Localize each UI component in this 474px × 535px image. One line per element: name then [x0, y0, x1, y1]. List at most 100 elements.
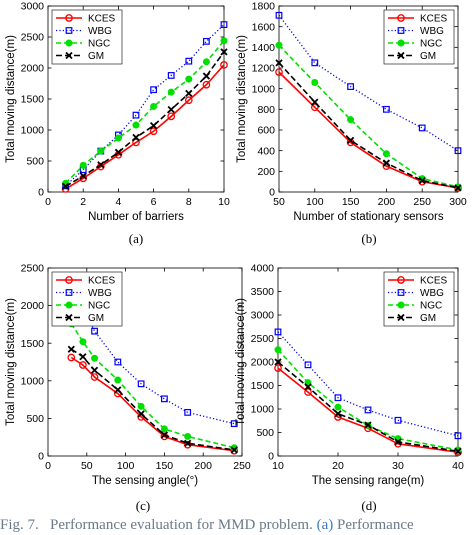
data-point	[137, 410, 145, 418]
x-axis-label: The sensing range(m)	[312, 475, 425, 487]
legend-label: GM	[88, 313, 104, 324]
data-point	[311, 78, 319, 86]
y-tick-label: 0	[38, 187, 44, 199]
data-point	[220, 37, 228, 45]
data-point	[90, 366, 99, 374]
y-tick-label: 200	[257, 166, 275, 178]
data-point	[334, 410, 342, 418]
data-point	[202, 58, 210, 66]
x-tick-label: 10	[272, 460, 284, 472]
legend-swatch-marker	[65, 39, 73, 47]
legend-label: WBG	[88, 288, 112, 299]
data-point	[275, 41, 283, 49]
y-tick-label: 2000	[21, 63, 45, 75]
legend-swatch-marker	[397, 301, 405, 309]
data-point	[274, 364, 282, 372]
y-tick-label: 1500	[21, 338, 45, 350]
legend-label: NGC	[420, 39, 442, 50]
legend-swatch-marker	[397, 39, 405, 47]
legend-label: WBG	[88, 26, 112, 37]
data-point	[334, 403, 342, 411]
legend-swatch-marker	[65, 276, 73, 284]
chart-panel-4: 10 20 30 40 0 500 1000 1500 2000 2500 3000 3500 4000…	[235, 263, 464, 513]
x-tick-label: 100	[306, 196, 324, 208]
data-point	[114, 134, 122, 142]
data-point	[114, 386, 122, 394]
x-tick-label: 30	[392, 460, 404, 472]
legend-label: KCES	[88, 14, 116, 25]
y-tick-label: 3500	[251, 286, 275, 298]
data-point	[167, 105, 175, 114]
data-point	[67, 353, 76, 362]
legend-label: NGC	[88, 301, 110, 312]
data-point	[184, 439, 192, 447]
data-point	[454, 446, 462, 454]
x-tick-label: 10	[218, 196, 230, 208]
data-point	[61, 182, 70, 191]
legend-swatch-marker	[65, 14, 73, 22]
data-point	[91, 327, 98, 335]
legend-swatch-marker	[65, 27, 73, 34]
y-tick-label: 2500	[21, 32, 45, 44]
data-point	[364, 406, 372, 414]
data-point	[79, 172, 87, 180]
x-tick-label: 150	[156, 460, 174, 472]
y-tick-label: 1000	[252, 83, 276, 95]
data-point	[160, 425, 168, 433]
series-wbg	[274, 328, 462, 440]
series-ngc	[275, 41, 462, 191]
data-point	[220, 48, 228, 56]
y-tick-label: 0	[268, 451, 274, 463]
legend-swatch-marker	[65, 289, 73, 296]
data-point	[220, 21, 228, 28]
x-tick-label: 150	[342, 196, 360, 208]
data-point	[137, 402, 145, 410]
y-tick-label: 2500	[251, 333, 275, 345]
data-point	[97, 161, 105, 169]
x-tick-label: 2	[80, 196, 86, 208]
data-point	[382, 159, 391, 167]
figure-caption: Fig. 7. Performance evaluation for MMD p…	[0, 516, 474, 535]
data-point	[310, 103, 319, 112]
y-tick-label: 4000	[251, 263, 275, 275]
data-point	[132, 111, 140, 119]
data-point	[185, 57, 193, 65]
data-point	[167, 72, 175, 79]
y-tick-label: 2500	[21, 263, 45, 275]
data-point	[394, 438, 402, 446]
chart-panel-2: 50 100 150 200 250 300 0 200 400 600 800 1000 1200 14…	[236, 1, 467, 246]
data-point	[454, 432, 462, 440]
data-point	[454, 447, 462, 455]
legend-label: NGC	[88, 39, 110, 50]
y-tick-label: 3000	[21, 1, 45, 13]
legend-swatch-marker	[397, 27, 405, 34]
series-line	[277, 349, 459, 451]
panel-label: (d)	[361, 498, 376, 513]
data-point	[114, 358, 122, 366]
y-axis-label: Total moving distance(m)	[235, 298, 247, 426]
data-point	[275, 59, 283, 67]
panel-label: (a)	[129, 231, 143, 246]
caption-link-a[interactable]: (a)	[316, 517, 334, 533]
data-point	[304, 383, 312, 391]
y-tick-label: 1000	[251, 404, 275, 416]
legend-swatch-marker	[65, 313, 73, 322]
x-tick-label: 20	[332, 460, 344, 472]
y-tick-label: 2000	[21, 300, 45, 312]
series-line	[278, 62, 459, 189]
data-point	[167, 88, 175, 96]
series-line	[70, 348, 235, 451]
series-line	[65, 40, 225, 184]
series-gm	[274, 358, 462, 455]
data-point	[114, 148, 123, 156]
series-gm	[61, 48, 228, 191]
legend-swatch-marker	[397, 313, 405, 322]
y-tick-label: 2000	[251, 357, 275, 369]
legend-swatch-marker	[65, 301, 73, 309]
legend-label: KCES	[88, 276, 116, 287]
legend-label: KCES	[420, 276, 448, 287]
data-point	[184, 96, 193, 105]
data-point	[150, 86, 158, 94]
